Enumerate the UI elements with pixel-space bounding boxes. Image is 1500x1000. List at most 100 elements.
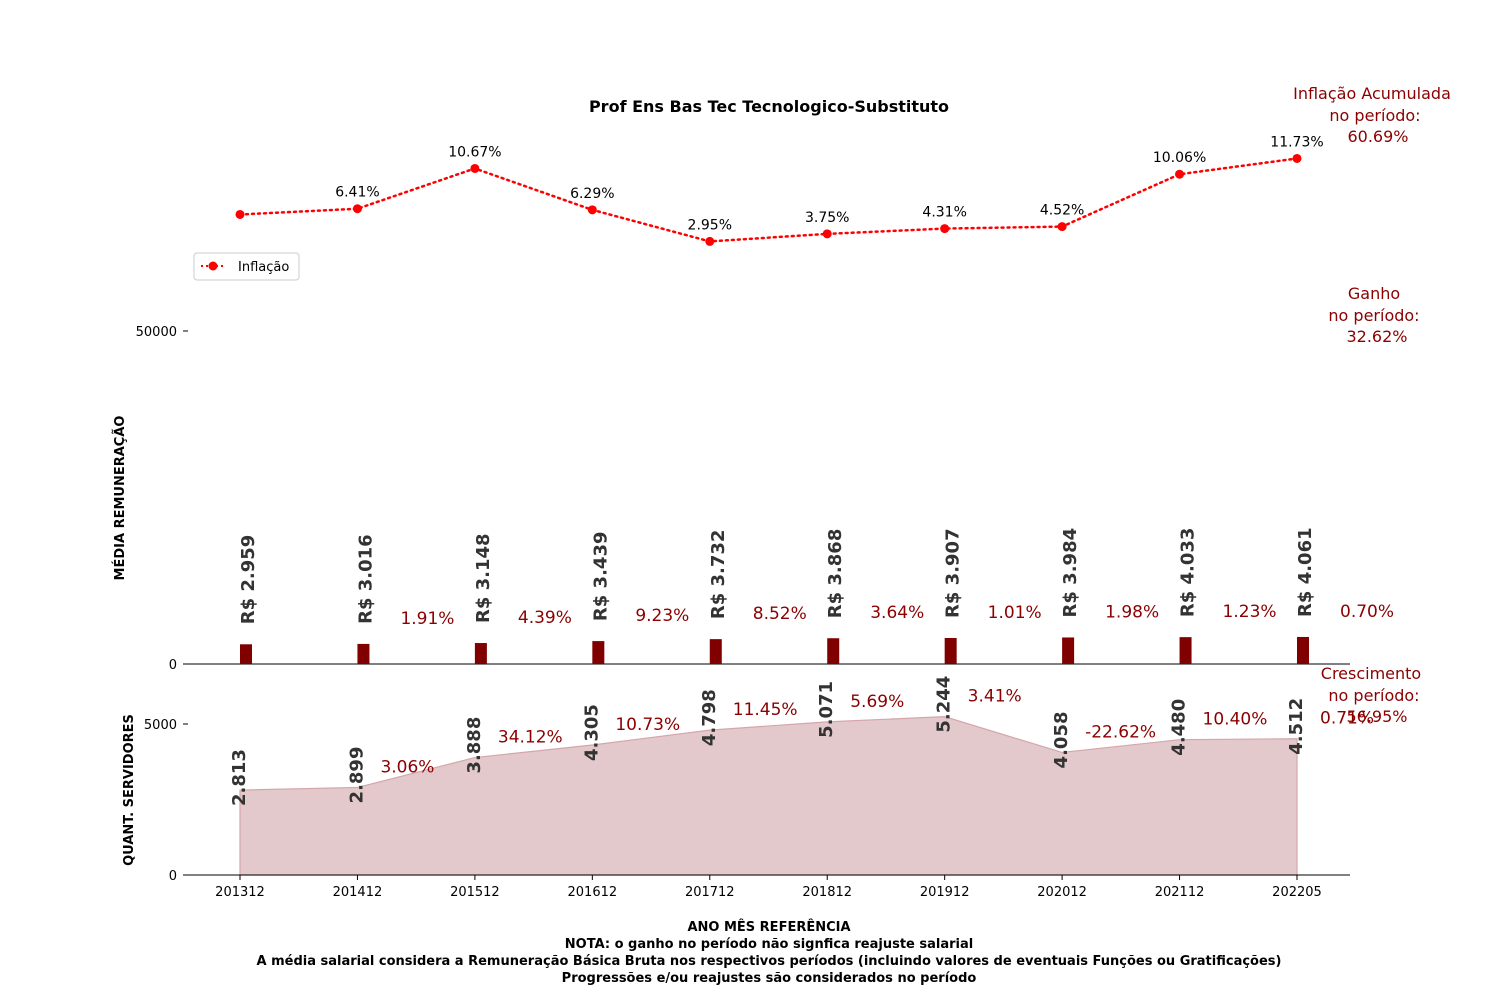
salary-value-label-201812: R$ 3.868 <box>825 529 846 619</box>
servers-series: 2.813 2.899 3.888 4.305 4.798 5.071 5.244 4.058… <box>229 676 1374 876</box>
inflation-point-201312 <box>235 209 245 219</box>
servers-ytick-label-5000: 5000 <box>144 718 177 733</box>
salary-bar-201412 <box>357 643 370 664</box>
servers-ytick-label-0: 0 <box>169 869 177 884</box>
inflation-point-202012 <box>1057 222 1067 232</box>
salary-value-label-201912: R$ 3.907 <box>943 528 964 618</box>
x-tick-label-201512: 201512 <box>450 885 500 900</box>
salary-growth-label-201612: 9.23% <box>635 606 689 626</box>
inflation-label-201512: 10.67% <box>448 144 501 160</box>
footer-note-1: NOTA: o ganho no período não signfica re… <box>565 937 973 952</box>
side-note-inflation-line-2: no período: <box>1329 106 1420 125</box>
x-tick-label-202205: 202205 <box>1272 885 1322 900</box>
salary-growth-label-202012: 1.98% <box>1105 602 1159 622</box>
x-tick-label-202112: 202112 <box>1155 885 1205 900</box>
legend-label: Inflação <box>238 260 289 275</box>
servers-growth-label-202112: 10.40% <box>1203 710 1268 730</box>
servers-growth-label-201512: 34.12% <box>498 728 563 748</box>
salary-value-label-202012: R$ 3.984 <box>1060 528 1081 618</box>
side-note-gain: Ganho no período: 32.62% <box>1328 284 1419 346</box>
salary-axis-label: MÉDIA REMUNERAÇÃO <box>112 416 128 581</box>
footer-note-2: A média salarial considera a Remuneração… <box>257 954 1282 969</box>
side-note-inflation-line-3: 60.69% <box>1347 127 1408 146</box>
servers-value-label-202012: 4.058 <box>1051 712 1072 769</box>
inflation-series: 6.41% 10.67% 6.29% 2.95% 3.75% 4.31% 4.52% 10.0… <box>235 134 1324 246</box>
salary-growth-label-202205: 0.70% <box>1340 602 1394 622</box>
inflation-label-202205: 11.73% <box>1270 134 1323 150</box>
salary-panel: MÉDIA REMUNERAÇÃO 50000 0 R$ 2.959 R$ 3.0… <box>112 325 1394 673</box>
salary-growth-label-201812: 3.64% <box>870 603 924 623</box>
servers-growth-label-202012: -22.62% <box>1085 722 1156 742</box>
salary-bar-202012 <box>1062 637 1075 664</box>
salary-value-label-201512: R$ 3.148 <box>473 533 494 623</box>
salary-bar-201512 <box>474 643 487 664</box>
salary-bar-202112 <box>1179 637 1192 664</box>
x-tick-label-201912: 201912 <box>920 885 970 900</box>
footer-notes: NOTA: o ganho no período não signfica re… <box>257 937 1282 986</box>
servers-growth-label-201612: 10.73% <box>615 715 680 735</box>
salary-value-label-201312: R$ 2.959 <box>238 535 259 625</box>
salary-value-label-202112: R$ 4.033 <box>1178 528 1199 618</box>
servers-growth-label-201712: 11.45% <box>733 700 798 720</box>
legend-marker-icon <box>208 261 218 271</box>
salary-bar-201912 <box>944 637 957 664</box>
inflation-point-201912 <box>940 224 950 234</box>
salary-value-label-201612: R$ 3.439 <box>590 532 611 622</box>
servers-value-label-201912: 5.244 <box>934 676 955 733</box>
servers-value-label-202112: 4.480 <box>1169 699 1190 756</box>
salary-value-label-201712: R$ 3.732 <box>708 530 729 620</box>
salary-growth-label-202112: 1.23% <box>1223 602 1277 622</box>
salary-ytick-label-0: 0 <box>169 658 177 673</box>
salary-value-label-201412: R$ 3.016 <box>355 534 376 624</box>
salary-growth-label-201512: 4.39% <box>518 608 572 628</box>
side-note-growth-line-1: Crescimento <box>1321 664 1421 683</box>
inflation-point-201812 <box>822 229 832 239</box>
inflation-point-201712 <box>705 236 715 246</box>
salary-growth-label-201412: 1.91% <box>400 609 454 629</box>
servers-value-label-201612: 4.305 <box>581 704 602 761</box>
salary-bar-201612 <box>592 641 605 664</box>
salary-ytick-label-50000: 50000 <box>136 325 177 340</box>
inflation-label-201712: 2.95% <box>688 217 732 233</box>
side-note-gain-line-2: no período: <box>1328 306 1419 325</box>
salary-series: R$ 2.959 R$ 3.016 R$ 3.148 R$ 3.439 R$ 3.732… <box>238 527 1394 664</box>
servers-growth-label-201412: 3.06% <box>380 757 434 777</box>
x-axis: 201312 201412 201512 201612 201712 201812 2019… <box>215 875 1322 900</box>
servers-panel: QUANT. SERVIDORES 2.813 2.899 3.888 4.305 4.… <box>122 676 1374 884</box>
x-tick-label-201712: 201712 <box>685 885 735 900</box>
side-note-growth-line-2: no período: <box>1328 686 1419 705</box>
x-tick-label-201612: 201612 <box>568 885 618 900</box>
side-note-growth-line-3: 56.95% <box>1346 707 1407 726</box>
legend-box <box>193 252 300 281</box>
servers-value-label-202205: 4.512 <box>1286 698 1307 755</box>
side-note-gain-line-3: 32.62% <box>1346 327 1407 346</box>
servers-value-label-201712: 4.798 <box>699 689 720 746</box>
x-axis-label: ANO MÊS REFERÊNCIA <box>687 919 850 935</box>
servers-axis-label: QUANT. SERVIDORES <box>122 714 137 866</box>
x-tick-label-202012: 202012 <box>1037 885 1087 900</box>
servers-area <box>239 716 1298 876</box>
inflation-point-202112 <box>1175 169 1185 179</box>
inflation-label-201812: 3.75% <box>805 210 849 226</box>
salary-bar-202205 <box>1297 636 1309 664</box>
side-note-growth: Crescimento no período: 56.95% <box>1321 664 1421 726</box>
inflation-label-202012: 4.52% <box>1040 203 1084 219</box>
servers-growth-label-201812: 5.69% <box>850 692 904 712</box>
x-tick-label-201812: 201812 <box>802 885 852 900</box>
side-note-gain-line-1: Ganho <box>1348 284 1400 303</box>
salary-growth-label-201912: 1.01% <box>988 603 1042 623</box>
side-note-inflation: Inflação Acumulada no período: 60.69% <box>1293 84 1451 146</box>
inflation-label-201412: 6.41% <box>335 185 379 201</box>
inflation-panel: 6.41% 10.67% 6.29% 2.95% 3.75% 4.31% 4.52% 10.0… <box>193 134 1324 281</box>
inflation-point-202205 <box>1292 153 1302 163</box>
legend: Inflação <box>193 252 300 281</box>
x-tick-label-201312: 201312 <box>215 885 265 900</box>
chart-title: Prof Ens Bas Tec Tecnologico-Substituto <box>589 97 949 116</box>
servers-value-label-201312: 2.813 <box>229 749 250 806</box>
salary-bar-201712 <box>709 639 722 664</box>
salary-bar-201812 <box>827 638 840 664</box>
inflation-point-201412 <box>352 204 362 214</box>
salary-bar-201312 <box>240 644 252 664</box>
inflation-point-201512 <box>470 163 480 173</box>
